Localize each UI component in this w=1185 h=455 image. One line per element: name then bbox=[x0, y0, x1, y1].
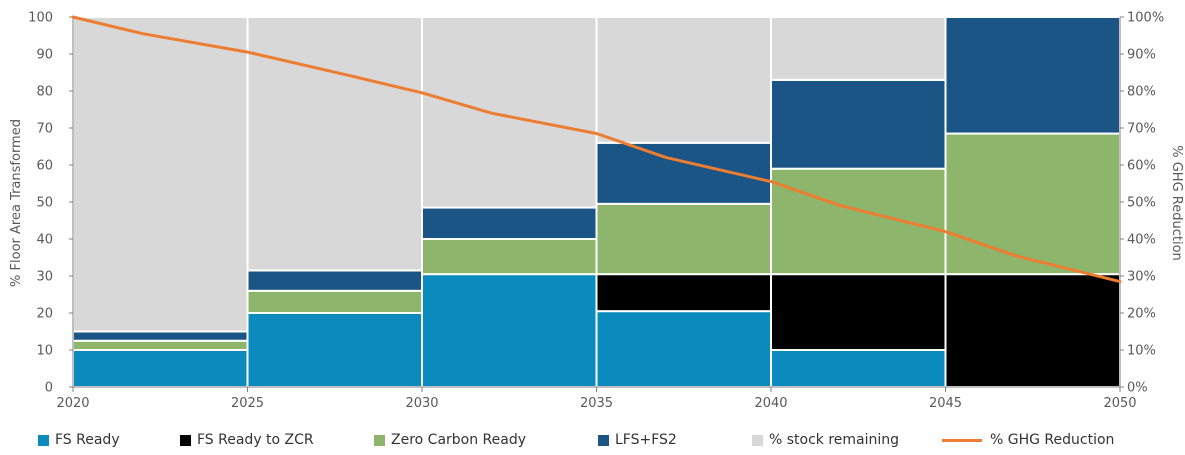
y-left-tick-label: 20 bbox=[36, 307, 53, 322]
y-right-tick-label: 50% bbox=[1127, 196, 1156, 211]
y-left-tick-label: 50 bbox=[36, 196, 53, 211]
bar-fs-ready-2040 bbox=[770, 349, 947, 388]
bar-zero-carbon-ready-2020 bbox=[72, 339, 249, 351]
bar-zero-carbon-ready-2025 bbox=[246, 289, 423, 314]
y-left-tick-label: 40 bbox=[36, 233, 53, 248]
bar-fs-ready-2030 bbox=[421, 273, 598, 388]
legend-label-ghg-reduction: % GHG Reduction bbox=[990, 432, 1115, 448]
legend-label-stock-remaining: % stock remaining bbox=[769, 432, 900, 448]
legend: FS Ready FS Ready to ZCR Zero Carbon Rea… bbox=[0, 428, 1185, 452]
bar-lfs-fs2-2025 bbox=[246, 269, 423, 292]
y-axis-left-title: % Floor Area Transformed bbox=[9, 119, 24, 287]
bar-lfs-fs2-2030 bbox=[421, 206, 598, 241]
legend-label-lfs-fs2: LFS+FS2 bbox=[615, 432, 677, 448]
bar-fs-ready-2020 bbox=[72, 349, 249, 388]
labels-layer: 01020304050607080901000%10%20%30%40%50%6… bbox=[28, 11, 1164, 412]
bar-fs-ready-2035 bbox=[595, 310, 772, 388]
y-left-tick-label: 70 bbox=[36, 122, 53, 137]
y-right-tick-label: 30% bbox=[1127, 270, 1156, 285]
y-left-tick-label: 60 bbox=[36, 159, 53, 174]
x-tick-label: 2045 bbox=[929, 396, 962, 411]
y-right-tick-label: 0% bbox=[1127, 381, 1148, 396]
bars-layer bbox=[72, 16, 1121, 388]
y-right-tick-label: 70% bbox=[1127, 122, 1156, 137]
line-ghg-reduction bbox=[71, 15, 1122, 284]
legend-item-fs-ready-to-zcr: FS Ready to ZCR bbox=[180, 428, 314, 452]
bar-fs-ready-to-zcr-2040 bbox=[770, 273, 947, 351]
legend-item-lfs-fs2: LFS+FS2 bbox=[598, 428, 677, 452]
x-tick-label: 2020 bbox=[56, 396, 89, 411]
legend-line-ghg-reduction bbox=[942, 438, 982, 442]
y-right-tick-label: 20% bbox=[1127, 307, 1156, 322]
legend-item-fs-ready: FS Ready bbox=[38, 428, 120, 452]
chart-plot: 01020304050607080901000%10%20%30%40%50%6… bbox=[9, 11, 1184, 412]
y-right-tick-label: 100% bbox=[1127, 11, 1164, 26]
legend-swatch-lfs-fs2 bbox=[598, 434, 609, 446]
bar-lfs-fs2-2035 bbox=[595, 141, 772, 205]
y-left-tick-label: 90 bbox=[36, 48, 53, 63]
bar-fs-ready-to-zcr-2045 bbox=[944, 273, 1121, 388]
y-left-tick-label: 80 bbox=[36, 85, 53, 100]
legend-label-fs-ready: FS Ready bbox=[55, 432, 120, 448]
y-right-tick-label: 90% bbox=[1127, 48, 1156, 63]
y-right-tick-label: 60% bbox=[1127, 159, 1156, 174]
bar-stock-remaining-2035 bbox=[595, 16, 772, 144]
y-right-tick-label: 80% bbox=[1127, 85, 1156, 100]
bar-zero-carbon-ready-2040 bbox=[770, 167, 947, 276]
bar-zero-carbon-ready-2035 bbox=[595, 202, 772, 276]
bar-lfs-fs2-2040 bbox=[770, 78, 947, 170]
y-right-tick-label: 40% bbox=[1127, 233, 1156, 248]
legend-label-fs-ready-to-zcr: FS Ready to ZCR bbox=[197, 432, 314, 448]
x-tick-label: 2040 bbox=[754, 396, 787, 411]
legend-label-zero-carbon-ready: Zero Carbon Ready bbox=[391, 432, 527, 448]
x-tick-label: 2035 bbox=[580, 396, 613, 411]
y-axis-right-title: % GHG Reduction bbox=[1169, 145, 1184, 261]
line-layer bbox=[71, 15, 1122, 284]
legend-item-ghg-reduction: % GHG Reduction bbox=[942, 428, 1114, 452]
y-left-tick-label: 0 bbox=[45, 381, 53, 396]
bar-lfs-fs2-2045 bbox=[944, 16, 1121, 135]
x-tick-label: 2050 bbox=[1103, 396, 1136, 411]
axes-layer bbox=[69, 16, 1124, 392]
legend-swatch-stock-remaining bbox=[752, 434, 763, 446]
bar-stock-remaining-2025 bbox=[246, 16, 423, 272]
y-left-tick-label: 10 bbox=[36, 344, 53, 359]
bar-fs-ready-to-zcr-2035 bbox=[595, 273, 772, 313]
legend-swatch-fs-ready bbox=[38, 434, 49, 446]
legend-swatch-zero-carbon-ready bbox=[374, 434, 385, 446]
bar-stock-remaining-2040 bbox=[770, 16, 947, 81]
y-right-tick-label: 10% bbox=[1127, 344, 1156, 359]
bar-stock-remaining-2020 bbox=[72, 16, 249, 333]
bar-stock-remaining-2030 bbox=[421, 16, 598, 209]
y-left-tick-label: 100 bbox=[28, 11, 53, 26]
y-left-tick-label: 30 bbox=[36, 270, 53, 285]
bar-zero-carbon-ready-2030 bbox=[421, 238, 598, 276]
x-tick-label: 2030 bbox=[405, 396, 438, 411]
bar-zero-carbon-ready-2045 bbox=[944, 132, 1121, 276]
bar-lfs-fs2-2020 bbox=[72, 330, 249, 342]
x-tick-label: 2025 bbox=[231, 396, 264, 411]
legend-swatch-fs-ready-to-zcr bbox=[180, 434, 191, 446]
bar-fs-ready-2025 bbox=[246, 312, 423, 388]
legend-item-zero-carbon-ready: Zero Carbon Ready bbox=[374, 428, 526, 452]
legend-item-stock-remaining: % stock remaining bbox=[752, 428, 899, 452]
